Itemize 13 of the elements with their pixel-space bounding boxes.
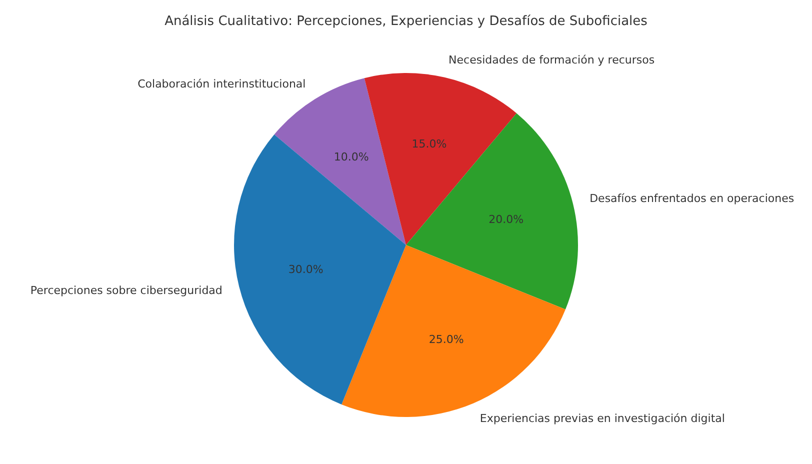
slice-label: Colaboración interinstitucional — [138, 78, 306, 91]
slice-label: Desafíos enfrentados en operaciones — [590, 192, 794, 206]
data-label: 20.0% — [488, 213, 524, 226]
data-label: 25.0% — [428, 332, 464, 346]
pie-slice — [234, 134, 406, 404]
slice-label: Percepciones sobre ciberseguridad — [30, 284, 222, 297]
pie-slice — [406, 113, 578, 310]
slice-label: Necesidades de formación y recursos — [448, 54, 655, 67]
data-label: 30.0% — [288, 262, 324, 276]
slice-label: Experiencias previas en investigación digital — [480, 412, 725, 426]
chart-title: Análisis Cualitativo: Percepciones, Experiencias y Desafíos de Suboficiales — [164, 14, 648, 29]
data-label: 10.0% — [334, 150, 369, 164]
data-label: 15.0% — [412, 137, 447, 150]
